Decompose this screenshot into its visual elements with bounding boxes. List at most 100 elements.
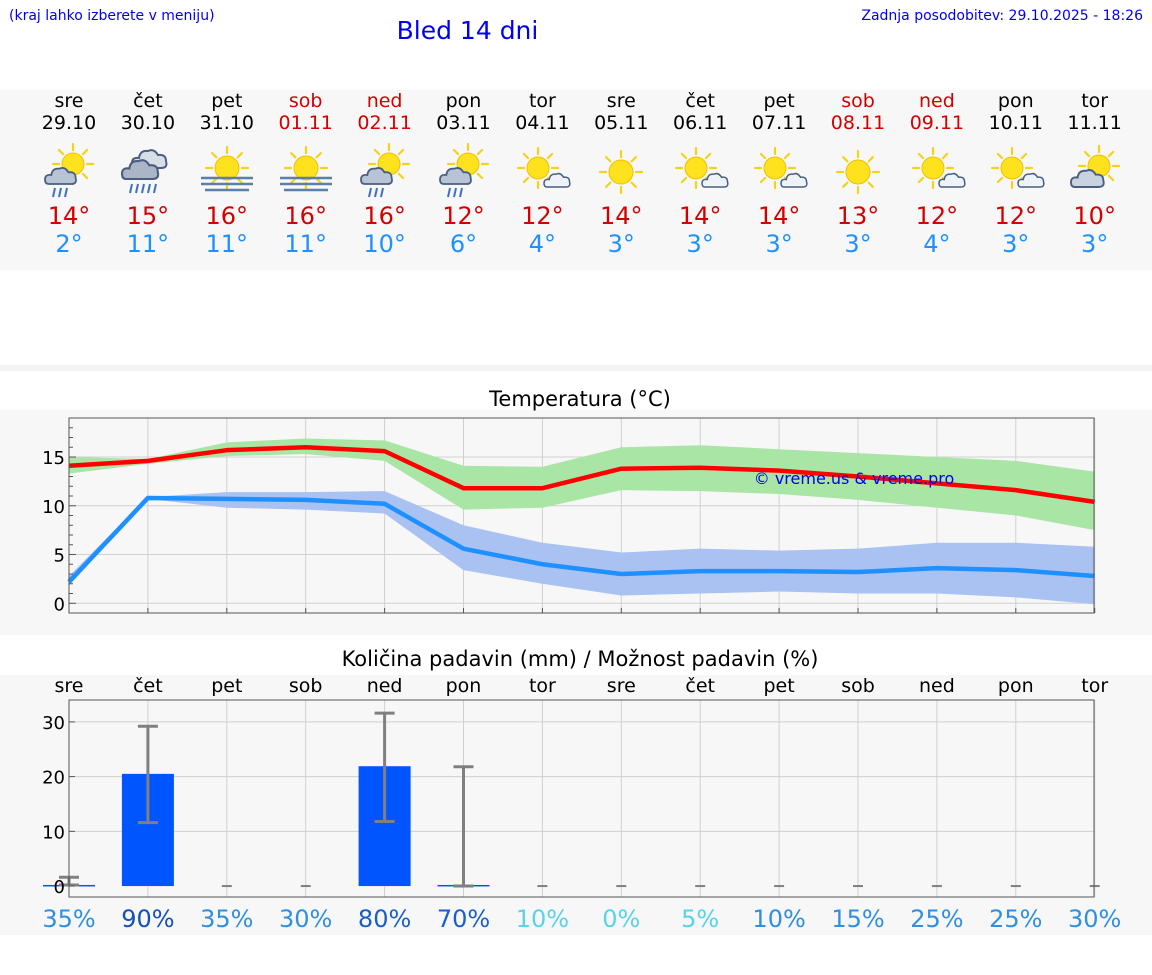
sun-cloud-icon xyxy=(1055,142,1135,202)
day-name: čet xyxy=(685,90,715,112)
precipitation-probability: 30% xyxy=(279,905,332,933)
category-label: sob xyxy=(841,675,875,697)
min-temp: 3° xyxy=(765,230,793,258)
sun-fog-icon xyxy=(266,142,346,202)
plot-area xyxy=(69,700,1094,897)
divider xyxy=(0,365,1152,371)
forecast-day: ned 09.11 12° 4° xyxy=(897,90,977,258)
forecast-day: čet 30.10 15° 11° xyxy=(108,90,188,258)
day-name: ned xyxy=(918,90,955,112)
min-temp: 11° xyxy=(126,230,170,258)
max-temp: 14° xyxy=(600,202,643,230)
min-temp: 3° xyxy=(607,230,635,258)
category-label: pet xyxy=(211,675,242,697)
day-date: 05.11 xyxy=(594,112,649,134)
precipitation-chart-title: Količina padavin (mm) / Možnost padavin … xyxy=(341,647,819,671)
y-tick-label: 10 xyxy=(42,822,65,843)
forecast-day: čet 06.11 14° 3° xyxy=(660,90,740,258)
precipitation-probability: 10% xyxy=(752,905,805,933)
forecast-day: pon 03.11 12° 6° xyxy=(424,90,504,258)
day-date: 04.11 xyxy=(515,112,570,134)
max-temperature-line xyxy=(68,445,1096,505)
precipitation-probability: 5% xyxy=(681,905,719,933)
precipitation-probability: 35% xyxy=(42,905,95,933)
day-date: 07.11 xyxy=(751,112,807,134)
forecast-day: pet 31.10 16° 11° xyxy=(187,90,267,258)
max-temp: 14° xyxy=(678,202,722,230)
sun-icon xyxy=(581,142,661,202)
min-temp: 11° xyxy=(205,230,249,258)
sun-cloud-rain-icon xyxy=(345,142,425,202)
day-name: sob xyxy=(841,90,875,112)
day-name: sre xyxy=(606,90,636,112)
forecast-day: pet 07.11 14° 3° xyxy=(739,90,819,258)
day-name: čet xyxy=(133,90,163,112)
category-label: čet xyxy=(133,675,163,697)
day-name: tor xyxy=(528,90,556,112)
day-name: pet xyxy=(763,90,795,112)
y-tick-label: 0 xyxy=(54,594,65,615)
min-temp: 3° xyxy=(844,230,872,258)
precipitation-probability: 15% xyxy=(831,905,884,933)
category-label: pon xyxy=(446,675,482,697)
precipitation-probability: 80% xyxy=(358,905,411,933)
max-temp: 13° xyxy=(836,202,880,230)
day-name: pon xyxy=(445,90,482,112)
min-range-band xyxy=(69,491,1095,605)
min-temperature-line xyxy=(67,495,1095,584)
max-temp: 12° xyxy=(994,202,1038,230)
min-temp: 3° xyxy=(1081,230,1109,258)
day-date: 01.11 xyxy=(278,112,333,134)
y-tick-label: 15 xyxy=(42,448,65,469)
day-name: sob xyxy=(288,90,323,112)
forecast-day: tor 11.11 10° 3° xyxy=(1055,90,1135,258)
day-name: pet xyxy=(211,90,243,112)
category-label: sre xyxy=(607,675,636,697)
max-temp: 14° xyxy=(47,202,91,230)
min-temp: 3° xyxy=(1002,230,1030,258)
forecast-day: tor 04.11 12° 4° xyxy=(502,90,582,258)
y-tick-label: 10 xyxy=(42,497,65,518)
day-date: 31.10 xyxy=(199,112,254,134)
min-temp: 6° xyxy=(449,230,478,258)
day-date: 09.11 xyxy=(909,112,965,134)
precipitation-probability: 90% xyxy=(121,905,174,933)
min-temp: 4° xyxy=(923,230,951,258)
y-tick-label: 0 xyxy=(54,877,65,898)
sun-small-cloud-icon xyxy=(502,142,582,202)
sun-small-cloud-icon xyxy=(660,142,740,202)
min-temp: 4° xyxy=(528,230,557,258)
day-date: 10.11 xyxy=(988,112,1043,134)
sun-icon xyxy=(818,142,898,202)
forecast-day: sob 01.11 16° 11° xyxy=(266,90,346,258)
category-label: čet xyxy=(685,675,715,697)
forecast-day: sre 05.11 14° 3° xyxy=(581,90,661,258)
max-temp: 12° xyxy=(521,202,564,230)
max-range-band xyxy=(69,438,1095,531)
min-temp: 2° xyxy=(55,230,83,258)
day-date: 08.11 xyxy=(830,112,886,134)
day-date: 02.11 xyxy=(357,112,412,134)
temperature-chart: 0 5 10 15 © vreme.us & vreme.pro xyxy=(42,417,1096,615)
page-title: Bled 14 dni xyxy=(396,16,539,45)
watermark: © vreme.us & vreme.pro xyxy=(754,469,955,488)
forecast-day: pon 10.11 12° 3° xyxy=(976,90,1056,258)
category-label: sob xyxy=(289,675,323,697)
y-tick-label: 5 xyxy=(54,546,65,567)
min-temp: 11° xyxy=(284,230,327,258)
day-name: sre xyxy=(54,90,84,112)
sun-cloud-rain-icon xyxy=(29,142,109,202)
precipitation-probability: 25% xyxy=(989,905,1042,933)
day-date: 03.11 xyxy=(436,112,491,134)
y-tick-label: 30 xyxy=(42,713,65,734)
max-temp: 10° xyxy=(1073,202,1116,230)
temperature-chart-title: Temperatura (°C) xyxy=(489,387,671,411)
day-date: 29.10 xyxy=(41,112,97,134)
category-label: sre xyxy=(55,675,84,697)
precipitation-probability: 70% xyxy=(437,905,490,933)
location-hint: (kraj lahko izberete v meniju) xyxy=(9,8,215,24)
day-name: pon xyxy=(997,90,1034,112)
max-temp: 15° xyxy=(126,202,170,230)
sun-small-cloud-icon xyxy=(739,142,819,202)
max-temp: 16° xyxy=(363,202,406,230)
